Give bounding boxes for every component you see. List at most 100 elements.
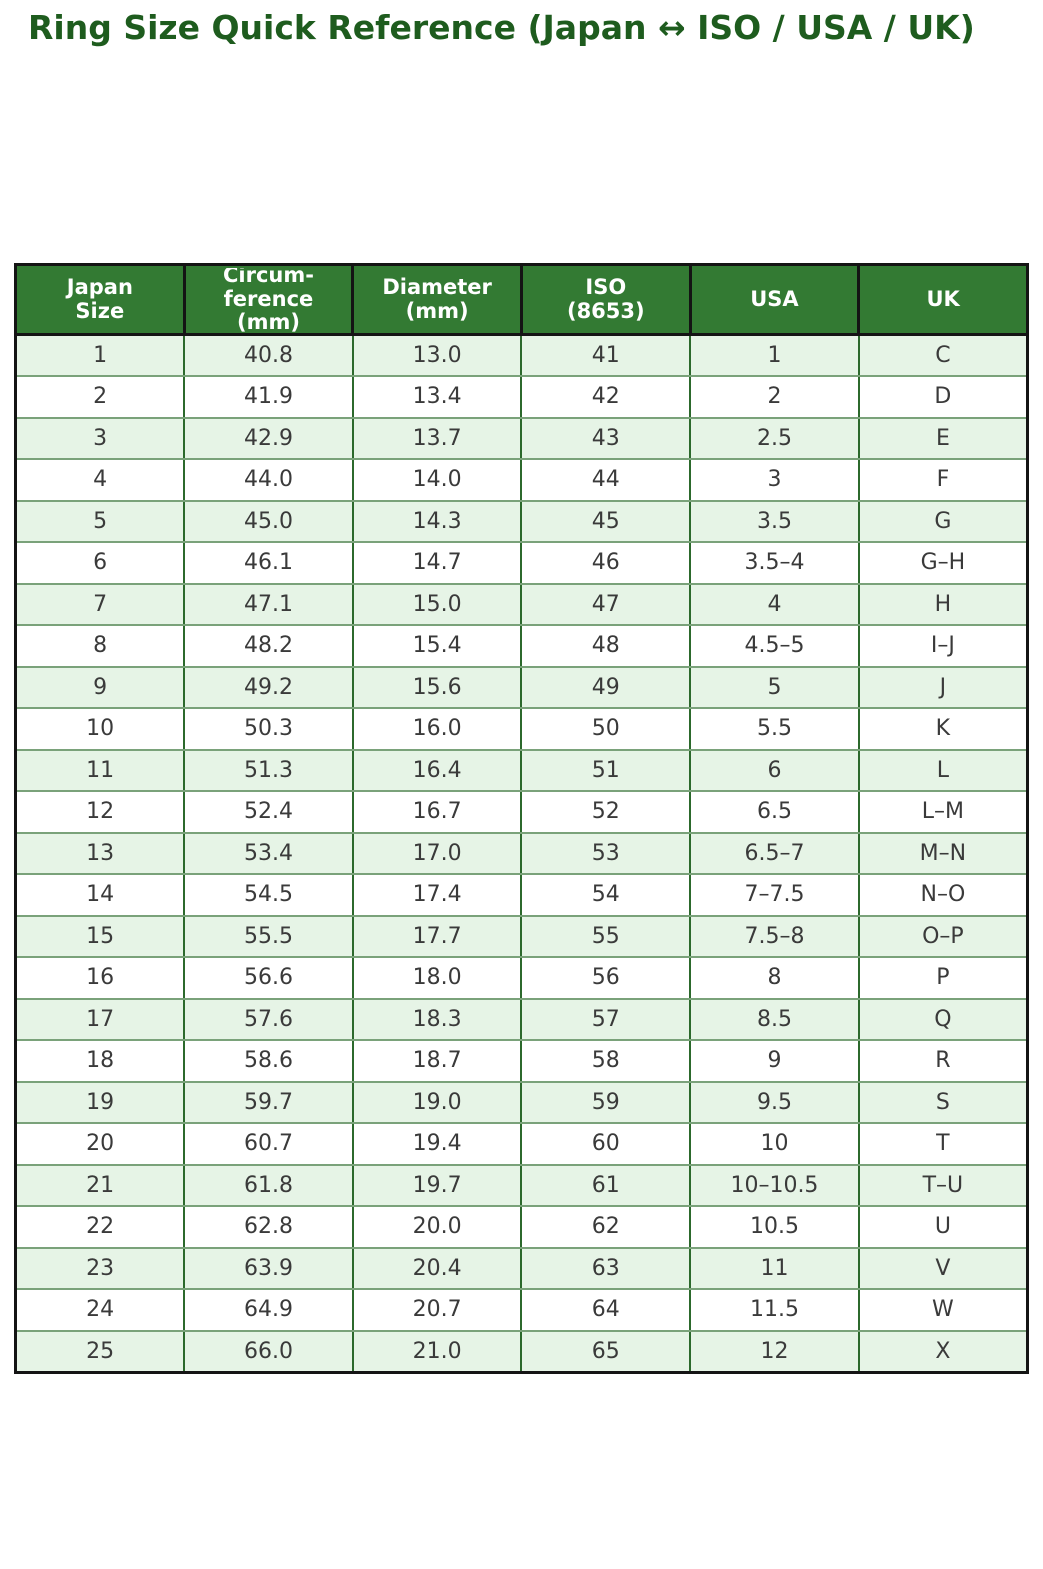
table-row: 6 46.1 14.7 46 3.5–4 G–H [14, 541, 1029, 585]
cell: 63.9 [183, 1246, 354, 1290]
column-header-usa: USA [688, 263, 861, 336]
cell: 64 [520, 1288, 692, 1332]
cell: C [857, 333, 1029, 377]
cell: 5.5 [689, 707, 860, 751]
cell: 46 [520, 541, 692, 585]
cell: 45.0 [183, 499, 354, 543]
cell: 49.2 [183, 665, 354, 709]
cell: E [857, 416, 1029, 460]
column-header-label: Japan Size [66, 274, 133, 323]
table-row: 13 53.4 17.0 53 6.5–7 M–N [14, 831, 1029, 875]
table-row: 7 47.1 15.0 47 4 H [14, 582, 1029, 626]
table-row: 15 55.5 17.7 55 7.5–8 O–P [14, 914, 1029, 958]
cell: 18.7 [351, 1039, 523, 1083]
cell: 14.7 [351, 541, 523, 585]
cell: 6 [689, 748, 860, 792]
cell: G–H [857, 541, 1029, 585]
cell: 20.7 [351, 1288, 523, 1332]
table-row: 12 52.4 16.7 52 6.5 L–M [14, 790, 1029, 834]
cell: 59.7 [183, 1080, 354, 1124]
cell: 8.5 [689, 997, 860, 1041]
cell: 2 [14, 375, 186, 419]
cell: 47.1 [183, 582, 354, 626]
table-row: 9 49.2 15.6 49 5 J [14, 665, 1029, 709]
cell: 52.4 [183, 790, 354, 834]
cell: 7.5–8 [689, 914, 860, 958]
column-header-iso: ISO (8653) [519, 263, 692, 336]
table-row: 8 48.2 15.4 48 4.5–5 I–J [14, 624, 1029, 668]
cell: 4.5–5 [689, 624, 860, 668]
table-row: 24 64.9 20.7 64 11.5 W [14, 1288, 1029, 1332]
cell: 20.0 [351, 1205, 523, 1249]
cell: 62 [520, 1205, 692, 1249]
cell: 2 [689, 375, 860, 419]
cell: 3 [689, 458, 860, 502]
cell: 43 [520, 416, 692, 460]
column-header-label: USA [750, 286, 799, 311]
table-row: 17 57.6 18.3 57 8.5 Q [14, 997, 1029, 1041]
cell: 55.5 [183, 914, 354, 958]
cell: 13.7 [351, 416, 523, 460]
cell: 19.4 [351, 1122, 523, 1166]
header-row: Japan Size Circum- ference (mm) Diameter… [14, 263, 1029, 336]
cell: 10 [689, 1122, 860, 1166]
cell: 41.9 [183, 375, 354, 419]
cell: F [857, 458, 1029, 502]
table-row: 18 58.6 18.7 58 9 R [14, 1039, 1029, 1083]
cell: 9 [689, 1039, 860, 1083]
cell: 18.0 [351, 956, 523, 1000]
cell: Q [857, 997, 1029, 1041]
cell: 54.5 [183, 873, 354, 917]
cell: M–N [857, 831, 1029, 875]
cell: 5 [689, 665, 860, 709]
cell: 7–7.5 [689, 873, 860, 917]
cell: 15.6 [351, 665, 523, 709]
column-header-diameter: Diameter (mm) [351, 263, 523, 336]
cell: S [857, 1080, 1029, 1124]
cell: 48.2 [183, 624, 354, 668]
table-row: 21 61.8 19.7 61 10–10.5 T–U [14, 1163, 1029, 1207]
cell: G [857, 499, 1029, 543]
cell: 53.4 [183, 831, 354, 875]
table-row: 1 40.8 13.0 41 1 C [14, 333, 1029, 377]
cell: 6.5 [689, 790, 860, 834]
cell: 3.5 [689, 499, 860, 543]
cell: 55 [520, 914, 692, 958]
cell: 16.7 [351, 790, 523, 834]
cell: 4 [14, 458, 186, 502]
cell: 66.0 [183, 1329, 354, 1373]
cell: I–J [857, 624, 1029, 668]
cell: 12 [689, 1329, 860, 1373]
cell: 23 [14, 1246, 186, 1290]
cell: 56.6 [183, 956, 354, 1000]
cell: 14 [14, 873, 186, 917]
cell: 57 [520, 997, 692, 1041]
cell: 9.5 [689, 1080, 860, 1124]
cell: 4 [689, 582, 860, 626]
cell: 56 [520, 956, 692, 1000]
cell: T–U [857, 1163, 1029, 1207]
column-header-label: Circum- ference (mm) [223, 267, 314, 332]
cell: 5 [14, 499, 186, 543]
cell: H [857, 582, 1029, 626]
table-row: 16 56.6 18.0 56 8 P [14, 956, 1029, 1000]
cell: 64.9 [183, 1288, 354, 1332]
cell: 17.7 [351, 914, 523, 958]
cell: 12 [14, 790, 186, 834]
table-row: 14 54.5 17.4 54 7–7.5 N–O [14, 873, 1029, 917]
cell: 25 [14, 1329, 186, 1373]
cell: 50.3 [183, 707, 354, 751]
column-header-uk: UK [857, 263, 1029, 336]
ring-size-table: Japan Size Circum- ference (mm) Diameter… [14, 263, 1029, 1374]
cell: 24 [14, 1288, 186, 1332]
cell: 11 [14, 748, 186, 792]
cell: 15 [14, 914, 186, 958]
table-row: 25 66.0 21.0 65 12 X [14, 1329, 1029, 1373]
cell: 6.5–7 [689, 831, 860, 875]
cell: 61.8 [183, 1163, 354, 1207]
cell: 63 [520, 1246, 692, 1290]
cell: U [857, 1205, 1029, 1249]
cell: 51.3 [183, 748, 354, 792]
cell: 21.0 [351, 1329, 523, 1373]
cell: 16.0 [351, 707, 523, 751]
